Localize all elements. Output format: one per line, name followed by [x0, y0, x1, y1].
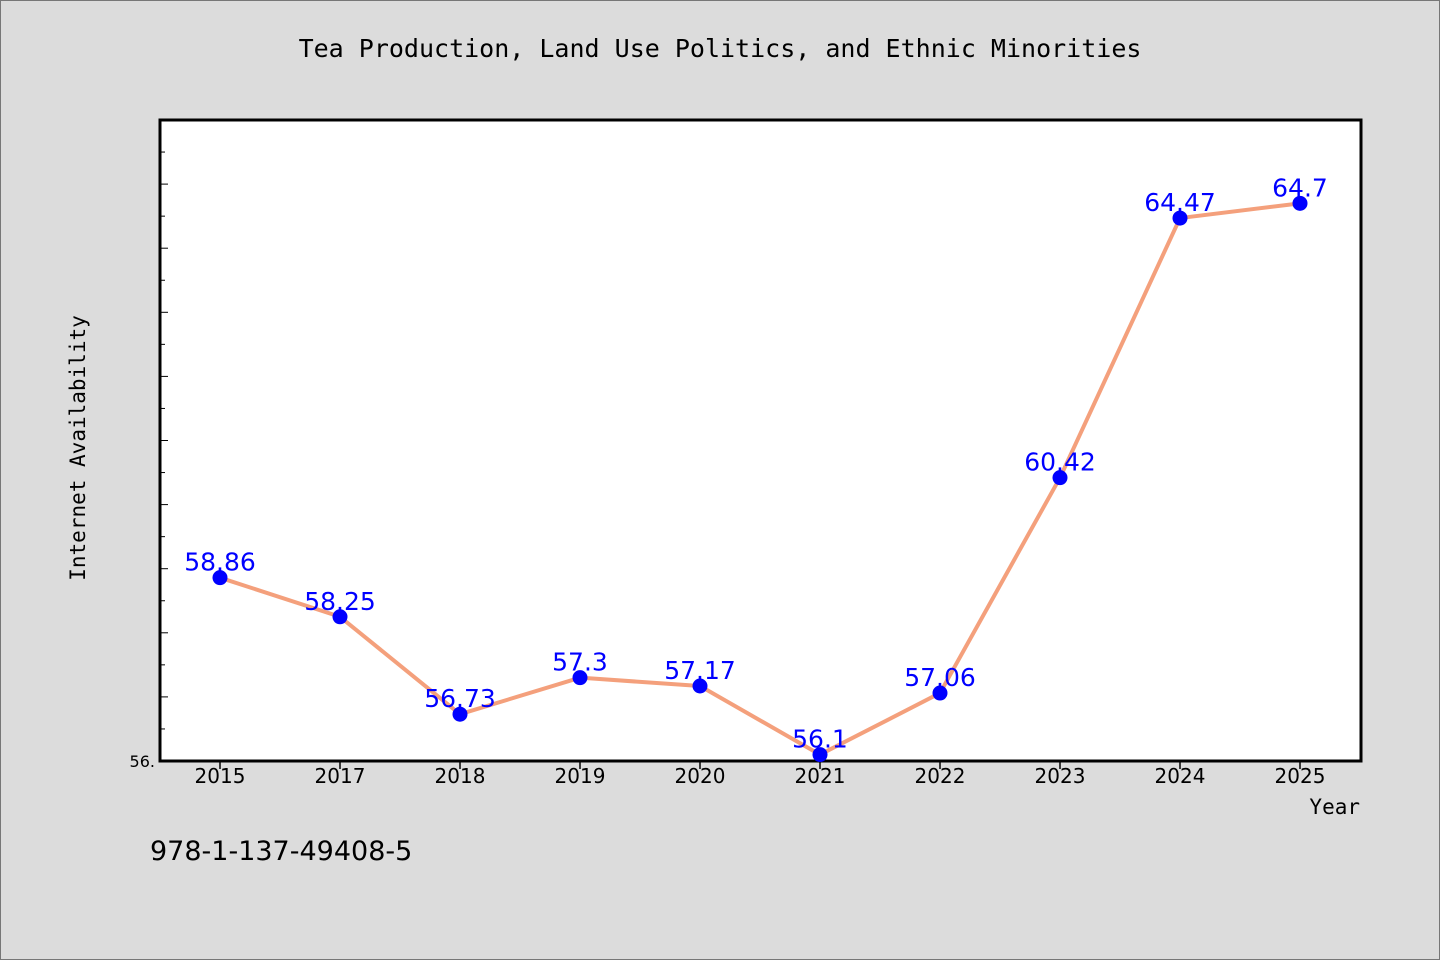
- series-line: [219, 201, 1301, 757]
- chart-title: Tea Production, Land Use Politics, and E…: [298, 34, 1142, 63]
- data-label: 58.25: [304, 587, 376, 616]
- data-label: 64.47: [1144, 188, 1216, 217]
- data-point: [212, 570, 228, 586]
- x-tick-label: 2017: [315, 764, 366, 788]
- x-tick-label: 2020: [675, 764, 726, 788]
- data-label: 58.86: [184, 548, 256, 577]
- x-tick-label: 2021: [795, 764, 846, 788]
- data-labels: 58.86 58.25 56.73 57.3 57.17 56.1 57.06 60.42 64…: [184, 173, 1328, 753]
- x-tick-label: 2023: [1035, 764, 1086, 788]
- data-point: [452, 706, 468, 722]
- plot-area: [158, 118, 1363, 763]
- data-label: 57.3: [552, 648, 608, 677]
- x-tick-label: 2024: [1155, 764, 1206, 788]
- x-axis-label: Year: [1309, 795, 1360, 819]
- x-tick-label: 2025: [1275, 764, 1326, 788]
- y-ticks: [160, 119, 168, 762]
- x-ticks: 2015 2017 2018 2019 2020 2021 2022 2023 2024 2025: [195, 761, 1326, 788]
- data-label: 60.42: [1024, 448, 1096, 477]
- y-tick-label: 56.: [130, 752, 155, 771]
- x-tick-label: 2019: [555, 764, 606, 788]
- data-label: 64.7: [1272, 173, 1328, 202]
- data-point: [932, 685, 948, 701]
- x-tick-label: 2015: [195, 764, 246, 788]
- data-label: 56.1: [792, 725, 848, 754]
- data-label: 56.73: [424, 684, 496, 713]
- data-point: [1172, 210, 1188, 226]
- data-label: 57.06: [904, 663, 976, 692]
- data-point: [1052, 470, 1068, 486]
- x-tick-label: 2018: [435, 764, 486, 788]
- data-point: [332, 609, 348, 625]
- data-point: [812, 747, 828, 763]
- data-point: [692, 678, 708, 694]
- isbn-text: 978-1-137-49408-5: [150, 836, 413, 867]
- data-label: 57.17: [664, 656, 736, 685]
- data-point: [572, 670, 588, 686]
- data-point: [1292, 195, 1308, 211]
- x-tick-label: 2022: [915, 764, 966, 788]
- markers: [212, 195, 1308, 763]
